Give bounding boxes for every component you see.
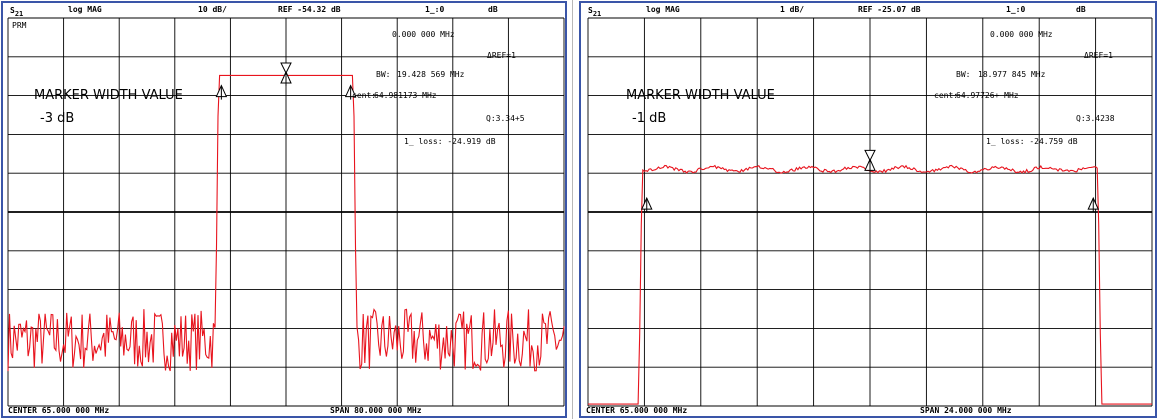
cent-value: 64.981173 MHz — [374, 91, 437, 100]
header-marker: 1_:0 — [1006, 5, 1025, 14]
center-label: CENTER 65.000 000 MHz — [8, 406, 109, 415]
chart-right-svg: S21 log MAG 1 dB/ REF -25.07 dB 1_:0 dB … — [579, 1, 1157, 418]
bw-label: BW: — [376, 70, 390, 79]
q-value: Q:3.4238 — [1076, 114, 1115, 123]
width-value: -3 dB — [40, 111, 74, 126]
header-param: S21 — [10, 6, 23, 18]
header-unit: dB — [1076, 5, 1086, 14]
chart-left: S21 log MAG 10 dB/ REF -54.32 dB 1_:0 dB… — [0, 0, 568, 419]
header-scale: 10 dB/ — [198, 5, 227, 14]
header-ref: REF -25.07 dB — [858, 5, 921, 14]
annotation: MARKER WIDTH VALUE — [34, 88, 183, 103]
loss-value: 1_ loss: -24.919 dB — [404, 137, 496, 146]
chart-left-svg: S21 log MAG 10 dB/ REF -54.32 dB 1_:0 dB… — [1, 1, 567, 418]
header-format: log MAG — [646, 5, 680, 14]
cent-label: cent: — [352, 91, 376, 100]
span-label: SPAN 80.000 000 MHz — [330, 406, 422, 415]
markers — [215, 62, 357, 100]
header-param: S21 — [588, 6, 601, 18]
annotation: MARKER WIDTH VALUE — [626, 88, 775, 103]
marker-frequency: 0.000 000 MHz — [392, 30, 455, 39]
cent-value: 64.97726+ MHz — [956, 91, 1019, 100]
bw-value: 19.428 569 MHz — [397, 70, 465, 79]
ref-marker: ΔREF=1 — [487, 51, 516, 60]
width-value: -1 dB — [632, 111, 666, 126]
cent-label: cent: — [934, 91, 958, 100]
span-label: SPAN 24.000 000 MHz — [920, 406, 1012, 415]
stimulus-marker — [864, 149, 876, 162]
grid — [7, 17, 565, 407]
header-scale: 1 dB/ — [780, 5, 804, 14]
chart-frame — [579, 1, 1157, 418]
bw-label: BW: — [956, 70, 970, 79]
markers — [640, 149, 1100, 213]
ref-marker: ΔREF=1 — [1084, 51, 1113, 60]
panel-divider — [572, 0, 573, 419]
corner-label: PRM — [12, 21, 27, 30]
bw-value: 18.977 845 MHz — [978, 70, 1046, 79]
header-ref: REF -54.32 dB — [278, 5, 341, 14]
chart-right: S21 log MAG 1 dB/ REF -25.07 dB 1_:0 dB … — [578, 0, 1158, 419]
grid — [587, 17, 1153, 407]
header-marker: 1_:0 — [425, 5, 444, 14]
q-value: Q:3.34+5 — [486, 114, 525, 123]
center-label: CENTER 65.000 000 MHz — [586, 406, 687, 415]
loss-value: 1_ loss: -24.759 dB — [986, 137, 1078, 146]
stimulus-marker — [280, 62, 292, 75]
header-format: log MAG — [68, 5, 102, 14]
marker-frequency: 0.000 000 MHz — [990, 30, 1053, 39]
header-unit: dB — [488, 5, 498, 14]
